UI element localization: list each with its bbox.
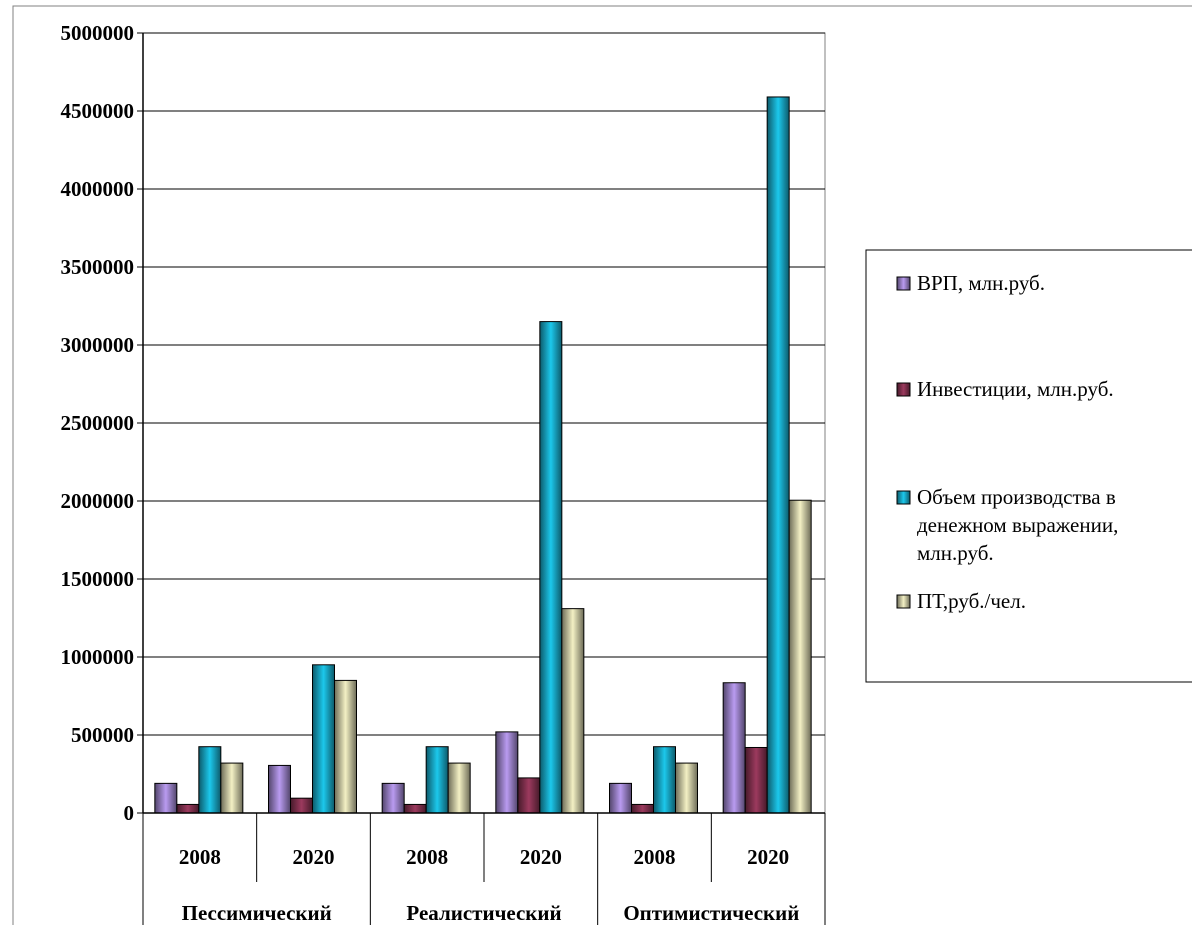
bar-4-5	[675, 762, 698, 814]
bar-1-1	[154, 782, 178, 814]
legend-swatch	[896, 490, 911, 505]
y-tick-label: 1500000	[61, 567, 135, 591]
y-tick-label: 500000	[71, 723, 134, 747]
bar-4-3	[447, 762, 471, 814]
x-tick-label: 2020	[747, 845, 789, 869]
x-tick-label: 2008	[634, 845, 676, 869]
bar-1-6	[722, 682, 746, 814]
x-tick-label: 2020	[293, 845, 335, 869]
bar-2-2	[290, 797, 313, 814]
bar-3-3	[425, 746, 449, 814]
bars	[154, 96, 812, 814]
y-tick-label: 3000000	[61, 333, 135, 357]
bar-1-3	[381, 782, 405, 814]
bar-2-1	[176, 803, 200, 814]
bar-3-2	[312, 664, 335, 814]
bar-4-6	[788, 499, 812, 814]
y-tick-label: 5000000	[61, 21, 135, 45]
legend-label: денежном выражении,	[917, 513, 1118, 537]
legend-label: ВРП, млн.руб.	[917, 271, 1045, 295]
y-tick-label: 2000000	[61, 489, 135, 513]
bar-2-5	[631, 803, 654, 814]
legend: ВРП, млн.руб. Инвестиции, млн.руб. Объем п…	[865, 249, 1192, 683]
bar-3-6	[766, 96, 790, 814]
bar-1-4	[495, 731, 519, 814]
legend-label: Инвестиции, млн.руб.	[917, 377, 1114, 401]
bar-2-3	[403, 803, 427, 814]
bar-3-4	[539, 321, 563, 814]
legend-swatch	[896, 276, 911, 291]
group-label: Оптимистический	[623, 901, 799, 925]
y-tick-label: 4000000	[61, 177, 135, 201]
axes: 0 500000 1000000 1500000 2000000 2500000 30000…	[61, 21, 826, 925]
bar-4-1	[220, 762, 244, 814]
y-tick-label: 0	[124, 801, 135, 825]
legend-label: млн.руб.	[917, 541, 994, 565]
bar-3-1	[198, 746, 222, 814]
x-tick-label: 2008	[406, 845, 448, 869]
legend-swatch	[896, 594, 911, 609]
x-tick-label: 2008	[179, 845, 221, 869]
legend-label: Объем производства в	[917, 485, 1116, 509]
bar-3-5	[653, 746, 676, 814]
bar-4-2	[334, 679, 357, 814]
legend-box	[865, 249, 1192, 683]
y-tick-label: 2500000	[61, 411, 135, 435]
y-tick-label: 4500000	[61, 99, 135, 123]
group-label: Пессимический	[182, 901, 332, 925]
legend-label: ПТ,руб./чел.	[917, 589, 1026, 613]
y-tick-label: 3500000	[61, 255, 135, 279]
gridlines	[142, 32, 826, 814]
legend-swatch	[896, 382, 911, 397]
bar-2-4	[517, 777, 541, 814]
bar-1-5	[609, 782, 632, 814]
x-tick-label: 2020	[520, 845, 562, 869]
bar-4-4	[561, 608, 585, 814]
group-label: Реалистический	[406, 901, 561, 925]
bar-2-6	[744, 746, 768, 814]
chart-area-border	[12, 5, 1192, 925]
bar-1-2	[268, 764, 291, 814]
y-tick-label: 1000000	[61, 645, 135, 669]
